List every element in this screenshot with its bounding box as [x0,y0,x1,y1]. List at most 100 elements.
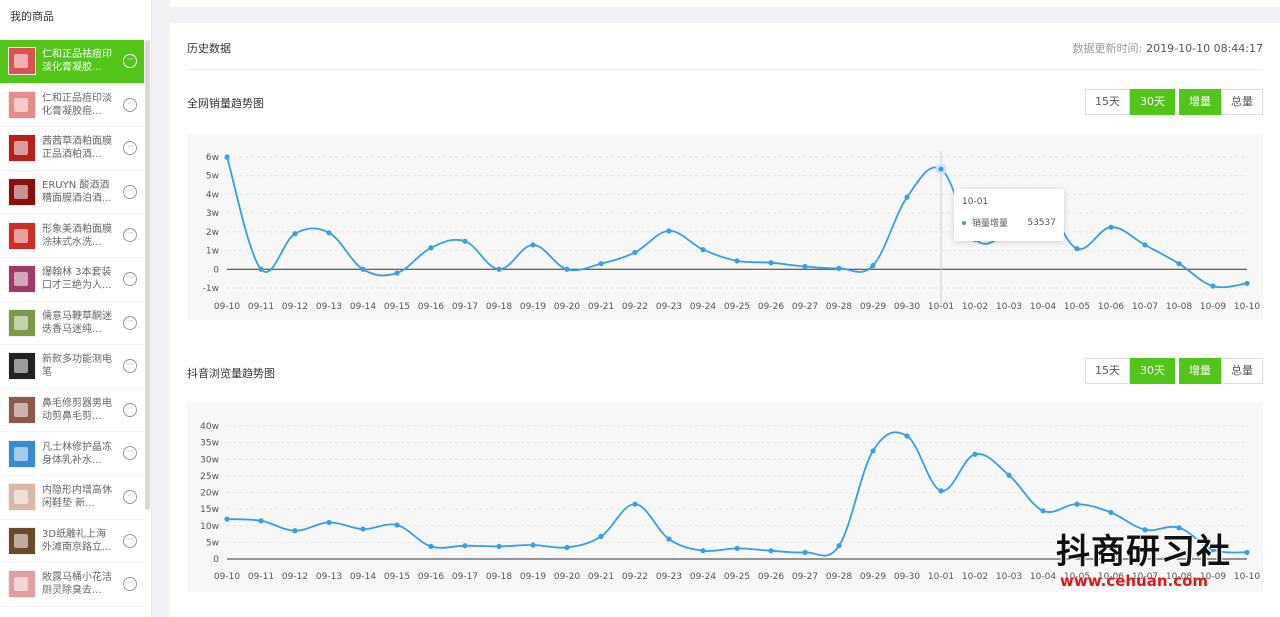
more-options-icon[interactable]: ··· [123,402,137,417]
views-x-tick-label: 09-16 [418,572,444,582]
product-item[interactable]: 3D纸雕礼上海外滩南京路立... ··· [0,520,144,564]
sales-y-tick-label: 6w [206,153,219,163]
update-label: 数据更新时间: [1072,42,1143,55]
views-chart[interactable]: 0 5w 10w 15w 20w 25w 30w 35w 40w 09-10 09-11 09-12 0… [187,402,1263,592]
views-x-tick-label: 09-19 [520,572,546,582]
sales-chart-title: 全网销量趋势图 [187,97,264,110]
tooltip-value: 53537 [1027,217,1056,228]
views-y-tick-label: 5w [206,538,219,548]
sidebar-scrollbar[interactable] [145,40,150,510]
views-data-point [292,528,298,534]
views-x-tick-label: 09-24 [690,572,716,582]
more-options-icon[interactable]: ··· [123,141,137,156]
sales-data-point [1210,283,1216,289]
sales-x-tick-label: 09-11 [248,302,274,312]
sales-15-day-button[interactable]: 15天 [1085,89,1130,115]
product-item[interactable]: 凡士林修护晶冻身体乳补水... ··· [0,432,144,476]
product-item[interactable]: 内隐形内增高休闲鞋垫 新... ··· [0,476,144,520]
product-name: 敞露马桶小花洁厕灵除臭去... [42,572,112,597]
product-item[interactable]: ERUYN 酸酒酒糟面膜酒泊酒... ··· [0,171,144,215]
product-thumbnail [8,396,36,425]
product-item[interactable]: 仁和正品痘印淡化膏凝胶痘... ··· [0,84,144,128]
sales-data-point [802,263,808,270]
sales-x-tick-label: 10-03 [996,302,1022,312]
product-item[interactable]: 鼻毛修剪器男电动剪鼻毛剪... ··· [0,389,144,433]
sales-x-tick-label: 10-08 [1166,302,1192,312]
more-options-icon[interactable]: ··· [123,271,137,286]
views-x-tick-label: 09-26 [758,572,784,582]
watermark: 抖商研习社 www.cehuan.com [1056,532,1266,602]
views-increment-button[interactable]: 增量 [1179,358,1221,384]
views-x-tick-label: 09-10 [214,572,240,582]
sales-data-point [1244,280,1250,286]
sales-30-day-button[interactable]: 30天 [1130,89,1175,115]
product-item[interactable]: 形象美酒粕面膜涂抹式水洗... ··· [0,214,144,258]
sales-x-tick-label: 09-12 [282,302,308,312]
views-data-point [632,501,638,507]
views-y-tick-label: 25w [200,472,219,482]
views-x-tick-label: 09-27 [792,572,818,582]
watermark-logo: 抖商研习社 [1056,532,1231,572]
product-item[interactable]: 爆翰林 3本套装口才三绝为人... ··· [0,258,144,302]
views-data-point [564,544,570,550]
sales-data-point [1176,261,1182,267]
product-sidebar: 我的商品 仁和正品祛痘印淡化膏凝胶... ··· 仁和正品痘印淡化膏凝胶痘... ··… [0,0,152,617]
product-item[interactable]: 新款多功能测电笔 ··· [0,345,144,389]
sales-x-tick-label: 09-25 [724,302,750,312]
product-thumbnail [8,483,36,512]
sales-chart[interactable]: -1w 0 1w 2w 3w 4w 5w 6w 09-10 09-11 09-12 09-13 09-1… [187,134,1263,320]
views-15-day-button[interactable]: 15天 [1085,358,1130,384]
views-y-tick-label: 30w [200,455,219,465]
sales-x-tick-label: 09-23 [656,302,682,312]
sales-data-point [734,258,740,264]
views-y-tick-label: 40w [200,422,219,432]
views-data-point [530,542,536,548]
tooltip-date: 10-01 [962,197,989,207]
more-options-icon[interactable]: ··· [123,97,137,112]
sales-increment-button[interactable]: 增量 [1179,89,1221,115]
sales-x-tick-label: 09-26 [758,302,784,312]
top-bar [170,0,1280,7]
product-item[interactable]: 仁和正品祛痘印淡化膏凝胶... ··· [0,40,144,84]
product-thumbnail [8,90,36,119]
sales-data-point [768,260,774,266]
more-options-icon[interactable]: ··· [123,359,137,374]
sales-x-tick-label: 10-06 [1098,302,1124,312]
sales-x-tick-label: 09-17 [452,302,478,312]
sales-x-tick-label: 10-09 [1200,302,1226,312]
product-name: ERUYN 酸酒酒糟面膜酒泊酒... [42,180,112,205]
views-30-day-button[interactable]: 30天 [1130,358,1175,384]
more-options-icon[interactable]: ··· [123,489,137,504]
views-x-tick-label: 09-22 [622,572,648,582]
views-x-tick-label: 10-10 [1234,572,1260,582]
views-x-tick-label: 09-29 [860,572,886,582]
views-x-tick-label: 10-09 [1200,572,1226,582]
more-options-icon[interactable]: ··· [123,184,137,199]
views-total-button[interactable]: 总量 [1221,358,1263,384]
more-options-icon[interactable]: ··· [123,577,137,592]
views-data-point [598,533,604,539]
sales-data-point [1108,224,1114,230]
views-x-tick-label: 09-11 [248,572,274,582]
product-item[interactable]: 儒意马鞭草酮迷迭香马迷纯... ··· [0,302,144,346]
views-data-point [768,548,774,554]
product-item[interactable]: 敞露马桶小花洁厕灵除臭去... ··· [0,563,144,607]
sales-data-point [836,265,842,271]
update-time: 数据更新时间: 2019-10-10 08:44:17 [1072,40,1263,56]
more-options-icon[interactable]: ··· [123,54,137,68]
product-thumbnail [8,134,36,163]
more-options-icon[interactable]: ··· [123,228,137,243]
sales-x-tick-label: 09-21 [588,302,614,312]
more-options-icon[interactable]: ··· [123,533,137,548]
views-x-tick-label: 09-23 [656,572,682,582]
product-item[interactable]: 茜茜草酒粕面膜正品酒粕酒... ··· [0,127,144,171]
views-data-point [496,543,502,549]
sales-data-point [530,242,536,248]
more-options-icon[interactable]: ··· [123,446,137,461]
sales-total-button[interactable]: 总量 [1221,89,1263,115]
sales-x-tick-label: 09-16 [418,302,444,312]
sales-data-point [394,270,400,276]
views-data-point [904,433,910,439]
more-options-icon[interactable]: ··· [123,315,137,330]
update-time-value: 2019-10-10 08:44:17 [1146,42,1263,55]
